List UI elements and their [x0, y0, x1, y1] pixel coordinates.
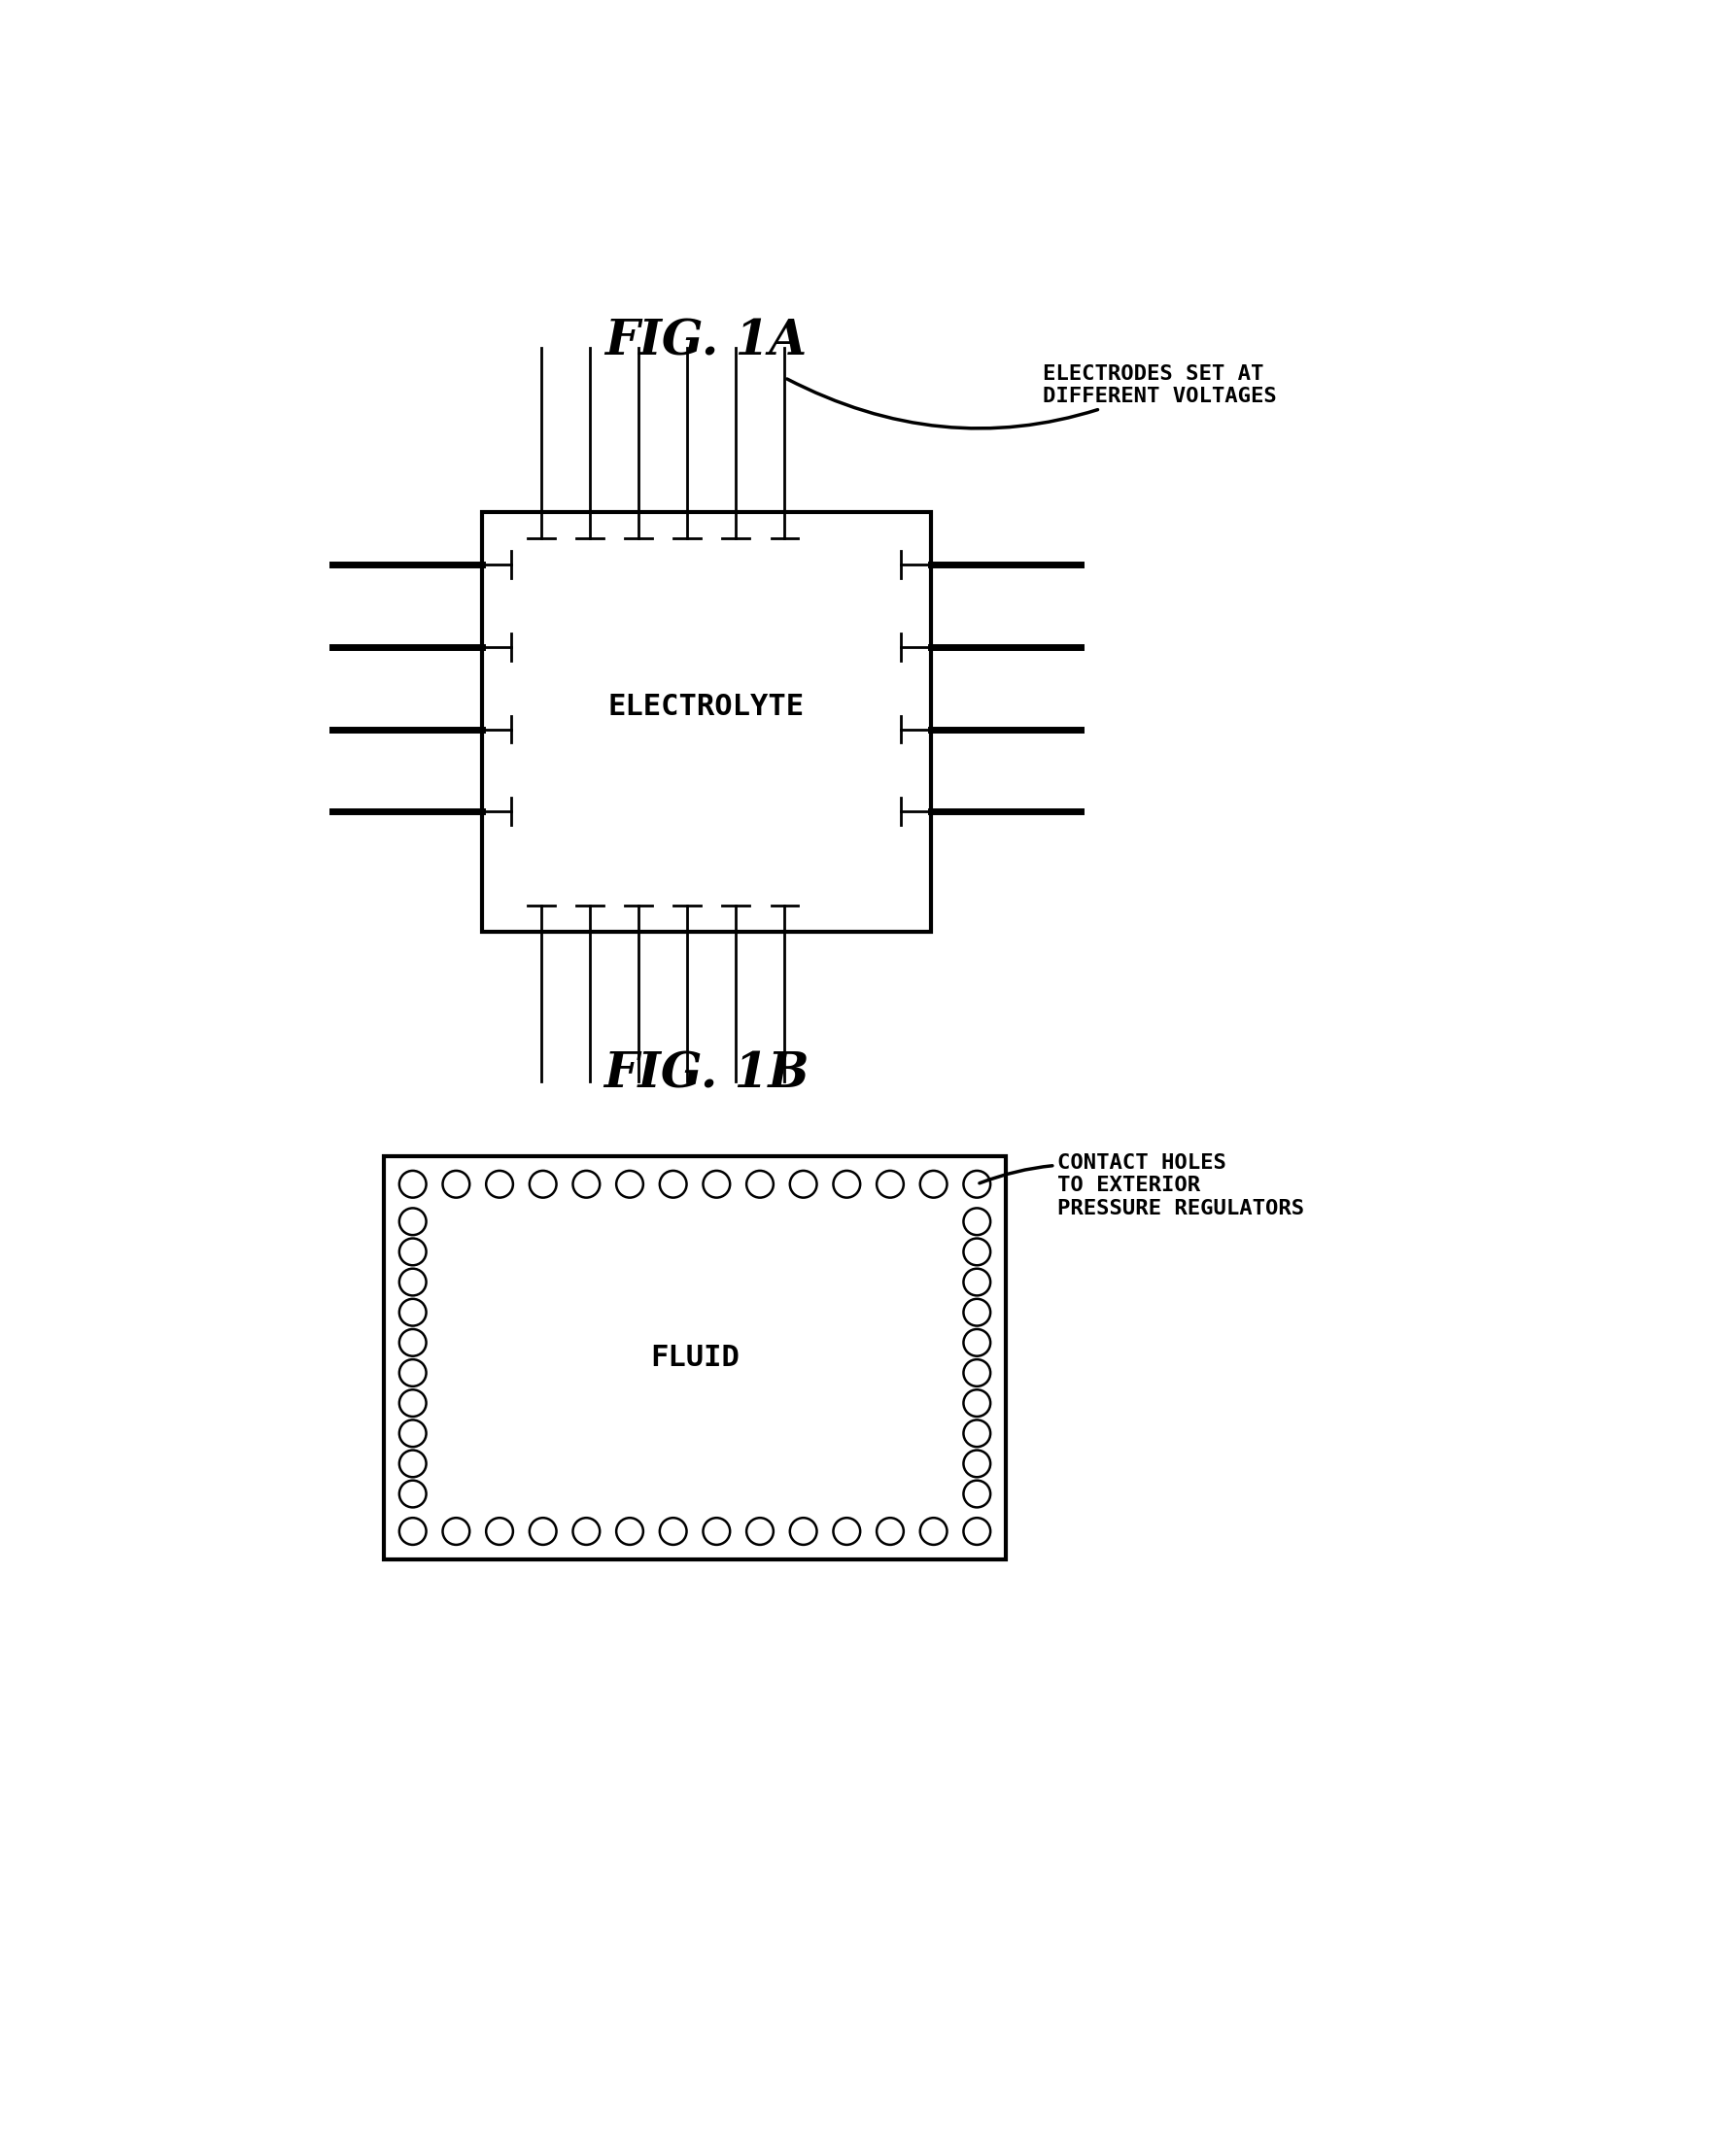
Text: FIG. 1B: FIG. 1B	[603, 1050, 808, 1100]
Text: FIG. 1A: FIG. 1A	[605, 317, 806, 364]
Text: ELECTRODES SET AT
DIFFERENT VOLTAGES: ELECTRODES SET AT DIFFERENT VOLTAGES	[787, 364, 1277, 429]
Bar	[482, 513, 930, 931]
Bar	[384, 1156, 1006, 1559]
Text: CONTACT HOLES
TO EXTERIOR
PRESSURE REGULATORS: CONTACT HOLES TO EXTERIOR PRESSURE REGUL…	[979, 1153, 1304, 1218]
Text: ELECTROLYTE: ELECTROLYTE	[608, 692, 805, 720]
Text: FLUID: FLUID	[650, 1343, 739, 1371]
